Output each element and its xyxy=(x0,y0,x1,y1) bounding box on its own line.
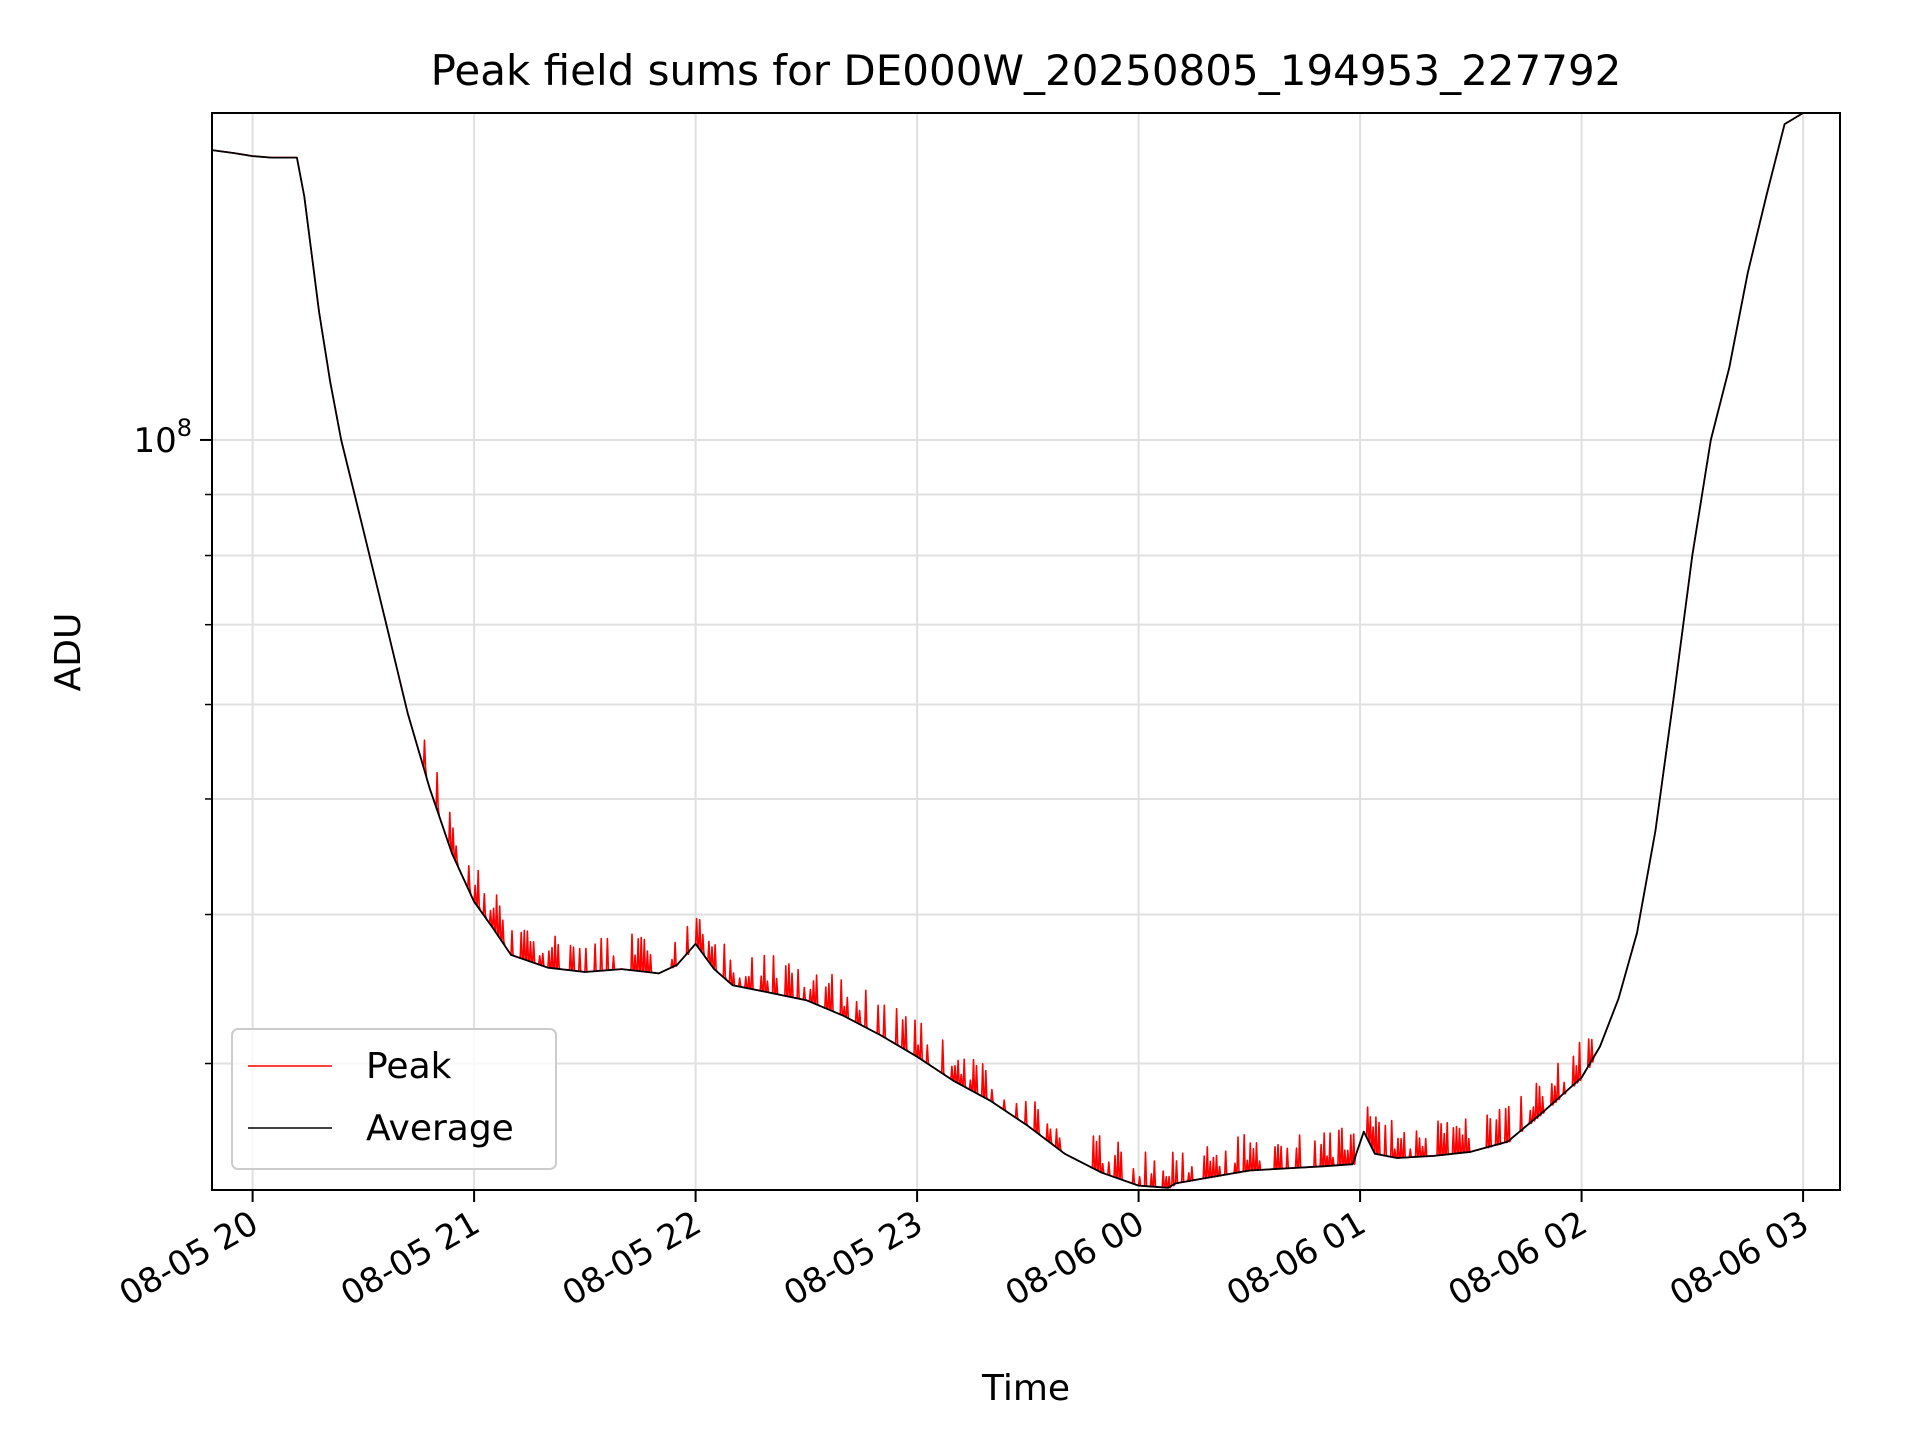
y-tick-label: 108 xyxy=(133,414,192,461)
grid xyxy=(212,113,1840,1190)
legend: Peak Average xyxy=(231,1028,557,1170)
series-layer xyxy=(211,112,1804,1189)
legend-label-peak: Peak xyxy=(366,1046,452,1087)
chart-title: Peak field sums for DE000W_20250805_1949… xyxy=(431,46,1622,95)
plot-frame xyxy=(211,112,1841,1191)
y-axis-label: ADU xyxy=(48,613,89,692)
legend-label-average: Average xyxy=(366,1108,514,1149)
series-average xyxy=(211,112,1804,1189)
legend-box xyxy=(231,1028,557,1170)
x-axis-label: Time xyxy=(981,1368,1070,1409)
series-line-average xyxy=(211,112,1804,1189)
